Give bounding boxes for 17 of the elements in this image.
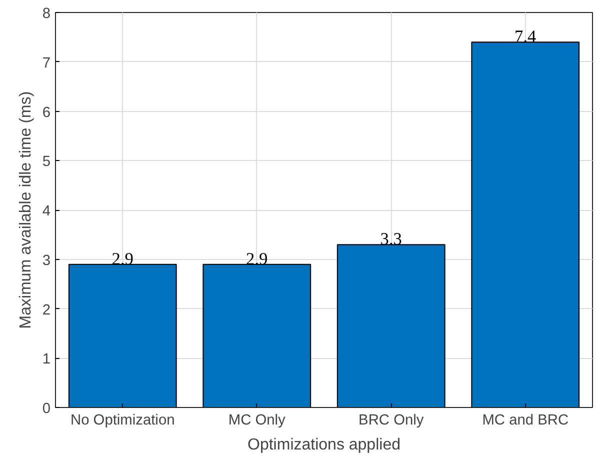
y-tick-label: 2: [42, 302, 51, 318]
y-tick-label: 4: [42, 204, 51, 220]
data-label: 7.4: [514, 27, 537, 46]
x-tick-label: MC and BRC: [482, 412, 569, 428]
data-label: 3.3: [380, 230, 402, 249]
y-tick-label: 3: [42, 252, 51, 269]
y-tick-label: 1: [42, 352, 51, 368]
x-axis-title: Optimizations applied: [248, 436, 400, 454]
y-axis-title: Maximum available idle time (ms): [17, 91, 34, 329]
y-tick-label: 0: [42, 401, 51, 417]
y-tick-label: 6: [42, 104, 51, 121]
y-tick-label: 5: [42, 154, 51, 170]
x-tick-label: No Optimization: [70, 412, 175, 428]
x-tick-label: BRC Only: [358, 412, 424, 428]
x-tick-label: MC Only: [228, 412, 286, 428]
y-tick-label: 7: [42, 55, 51, 72]
y-tick-label: 8: [42, 6, 51, 22]
